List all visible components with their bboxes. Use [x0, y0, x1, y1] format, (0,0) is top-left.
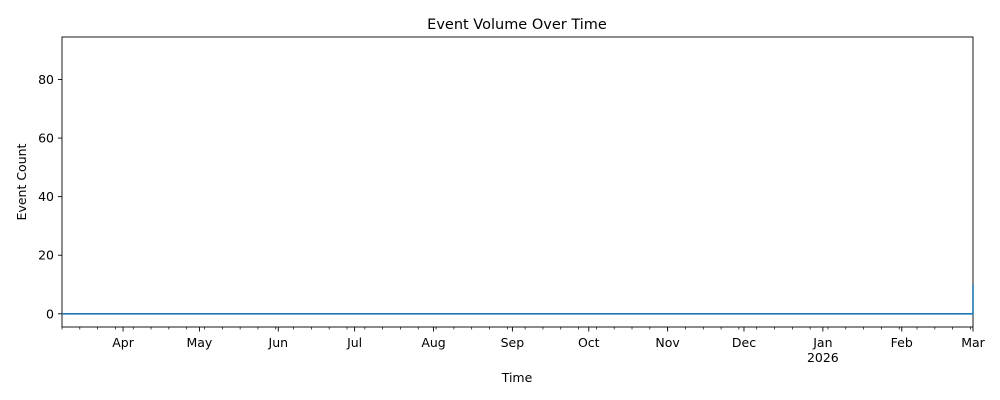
- series-layer: [62, 284, 974, 315]
- x-tick-label: Jun: [268, 335, 289, 350]
- series-line-0: [62, 284, 974, 315]
- plot-frame: [61, 36, 974, 328]
- plot-area: [61, 36, 974, 328]
- x-tick-label: Feb: [891, 335, 913, 350]
- y-tick-label: 80: [38, 72, 54, 87]
- y-axis-label: Event Count: [14, 143, 29, 220]
- x-tick-label: May: [186, 335, 212, 350]
- x-tick-label: Oct: [578, 335, 600, 350]
- x-tick-label: Nov: [655, 335, 680, 350]
- chart-title: Event Volume Over Time: [427, 17, 607, 33]
- y-axis: 0 20 40 60 80: [38, 72, 62, 321]
- x-tick-label: Aug: [421, 335, 445, 350]
- x-axis-label: Time: [501, 370, 533, 385]
- x-tick-label: Dec: [732, 335, 756, 350]
- y-tick-label: 60: [38, 131, 54, 146]
- y-tick-label: 0: [46, 306, 54, 321]
- x-tick-label: Apr: [112, 335, 134, 350]
- x-tick-label: Jul: [346, 335, 362, 350]
- x-tick-year-label: 2026: [807, 350, 839, 365]
- y-tick-label: 20: [38, 248, 54, 263]
- x-tick-label: Sep: [501, 335, 525, 350]
- y-tick-label: 40: [38, 189, 54, 204]
- x-tick-label: Jan: [812, 335, 832, 350]
- x-tick-label: Mar: [961, 335, 985, 350]
